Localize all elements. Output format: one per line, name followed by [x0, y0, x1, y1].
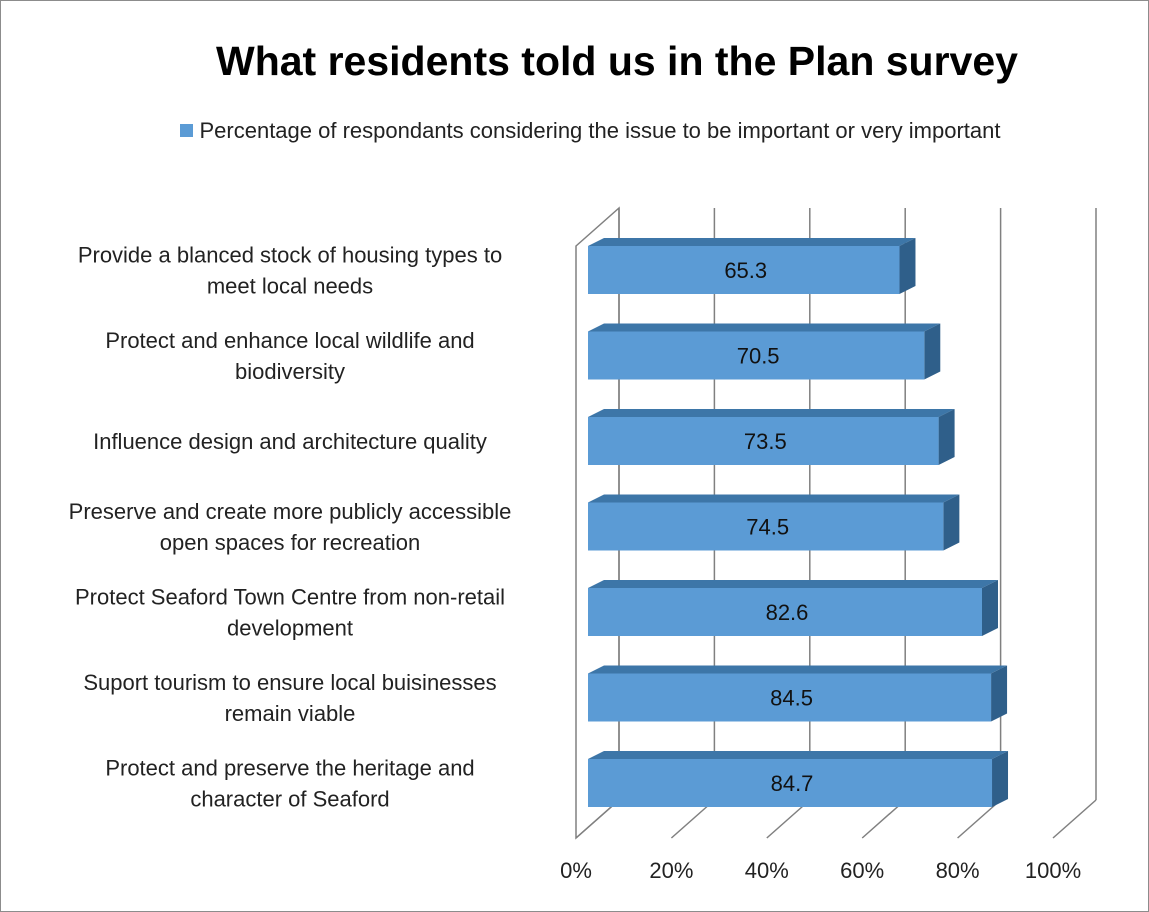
- bar-top: [588, 665, 1008, 674]
- bar: [588, 417, 939, 465]
- bar-side: [991, 665, 1008, 722]
- category-label: Suport tourism to ensure local buisiness…: [83, 670, 496, 726]
- category-label: Influence design and architecture qualit…: [93, 429, 487, 454]
- bar-side: [938, 409, 955, 465]
- floor-gridline: [957, 799, 1002, 839]
- bars-layer: [588, 238, 1009, 807]
- bar-side: [992, 751, 1009, 807]
- category-label: Protect Seaford Town Centre from non-ret…: [75, 585, 505, 641]
- x-tick-label: 60%: [840, 858, 884, 883]
- labels-layer: 65.3 Provide a blanced stock of housing t…: [69, 243, 814, 812]
- data-label: 74.5: [746, 515, 789, 540]
- bar-top: [588, 751, 1009, 759]
- category-label: Protect and enhance local wildlife and bi…: [105, 328, 474, 384]
- bar: [588, 331, 925, 380]
- data-label: 82.6: [766, 600, 809, 625]
- bar: [588, 588, 983, 636]
- bar: [588, 759, 993, 807]
- data-label: 73.5: [744, 429, 787, 454]
- bar-side: [982, 580, 999, 636]
- x-tick-label: 20%: [649, 858, 693, 883]
- x-tick-label: 100%: [1025, 858, 1081, 883]
- bar-top: [588, 580, 999, 588]
- bar-top: [588, 494, 960, 503]
- data-label: 84.5: [770, 686, 813, 711]
- legend-swatch: [180, 124, 194, 137]
- legend-label: Percentage of respondants considering th…: [199, 118, 1001, 143]
- x-tick-label: 0%: [560, 858, 592, 883]
- category-label: Provide a blanced stock of housing types…: [78, 243, 502, 299]
- bar: [588, 502, 944, 551]
- bar-side: [899, 238, 916, 294]
- floor-gridline: [1052, 799, 1097, 839]
- x-tick-label: 80%: [936, 858, 980, 883]
- data-label: 70.5: [737, 344, 780, 369]
- category-label: Protect and preserve the heritage and cha…: [105, 756, 474, 812]
- category-label: Preserve and create more publicly access…: [69, 499, 512, 555]
- chart-legend: Percentage of respondants considering th…: [0, 118, 1149, 144]
- bar-side: [924, 323, 941, 380]
- data-label: 84.7: [771, 771, 814, 796]
- chart-title: What residents told us in the Plan surve…: [216, 38, 1018, 84]
- bar-top: [588, 238, 916, 246]
- bar: [588, 246, 900, 294]
- bar-top: [588, 409, 955, 417]
- bar-top: [588, 323, 941, 332]
- bar-side: [943, 494, 960, 551]
- bar: [588, 673, 992, 722]
- x-tick-label: 40%: [745, 858, 789, 883]
- data-label: 65.3: [724, 258, 767, 283]
